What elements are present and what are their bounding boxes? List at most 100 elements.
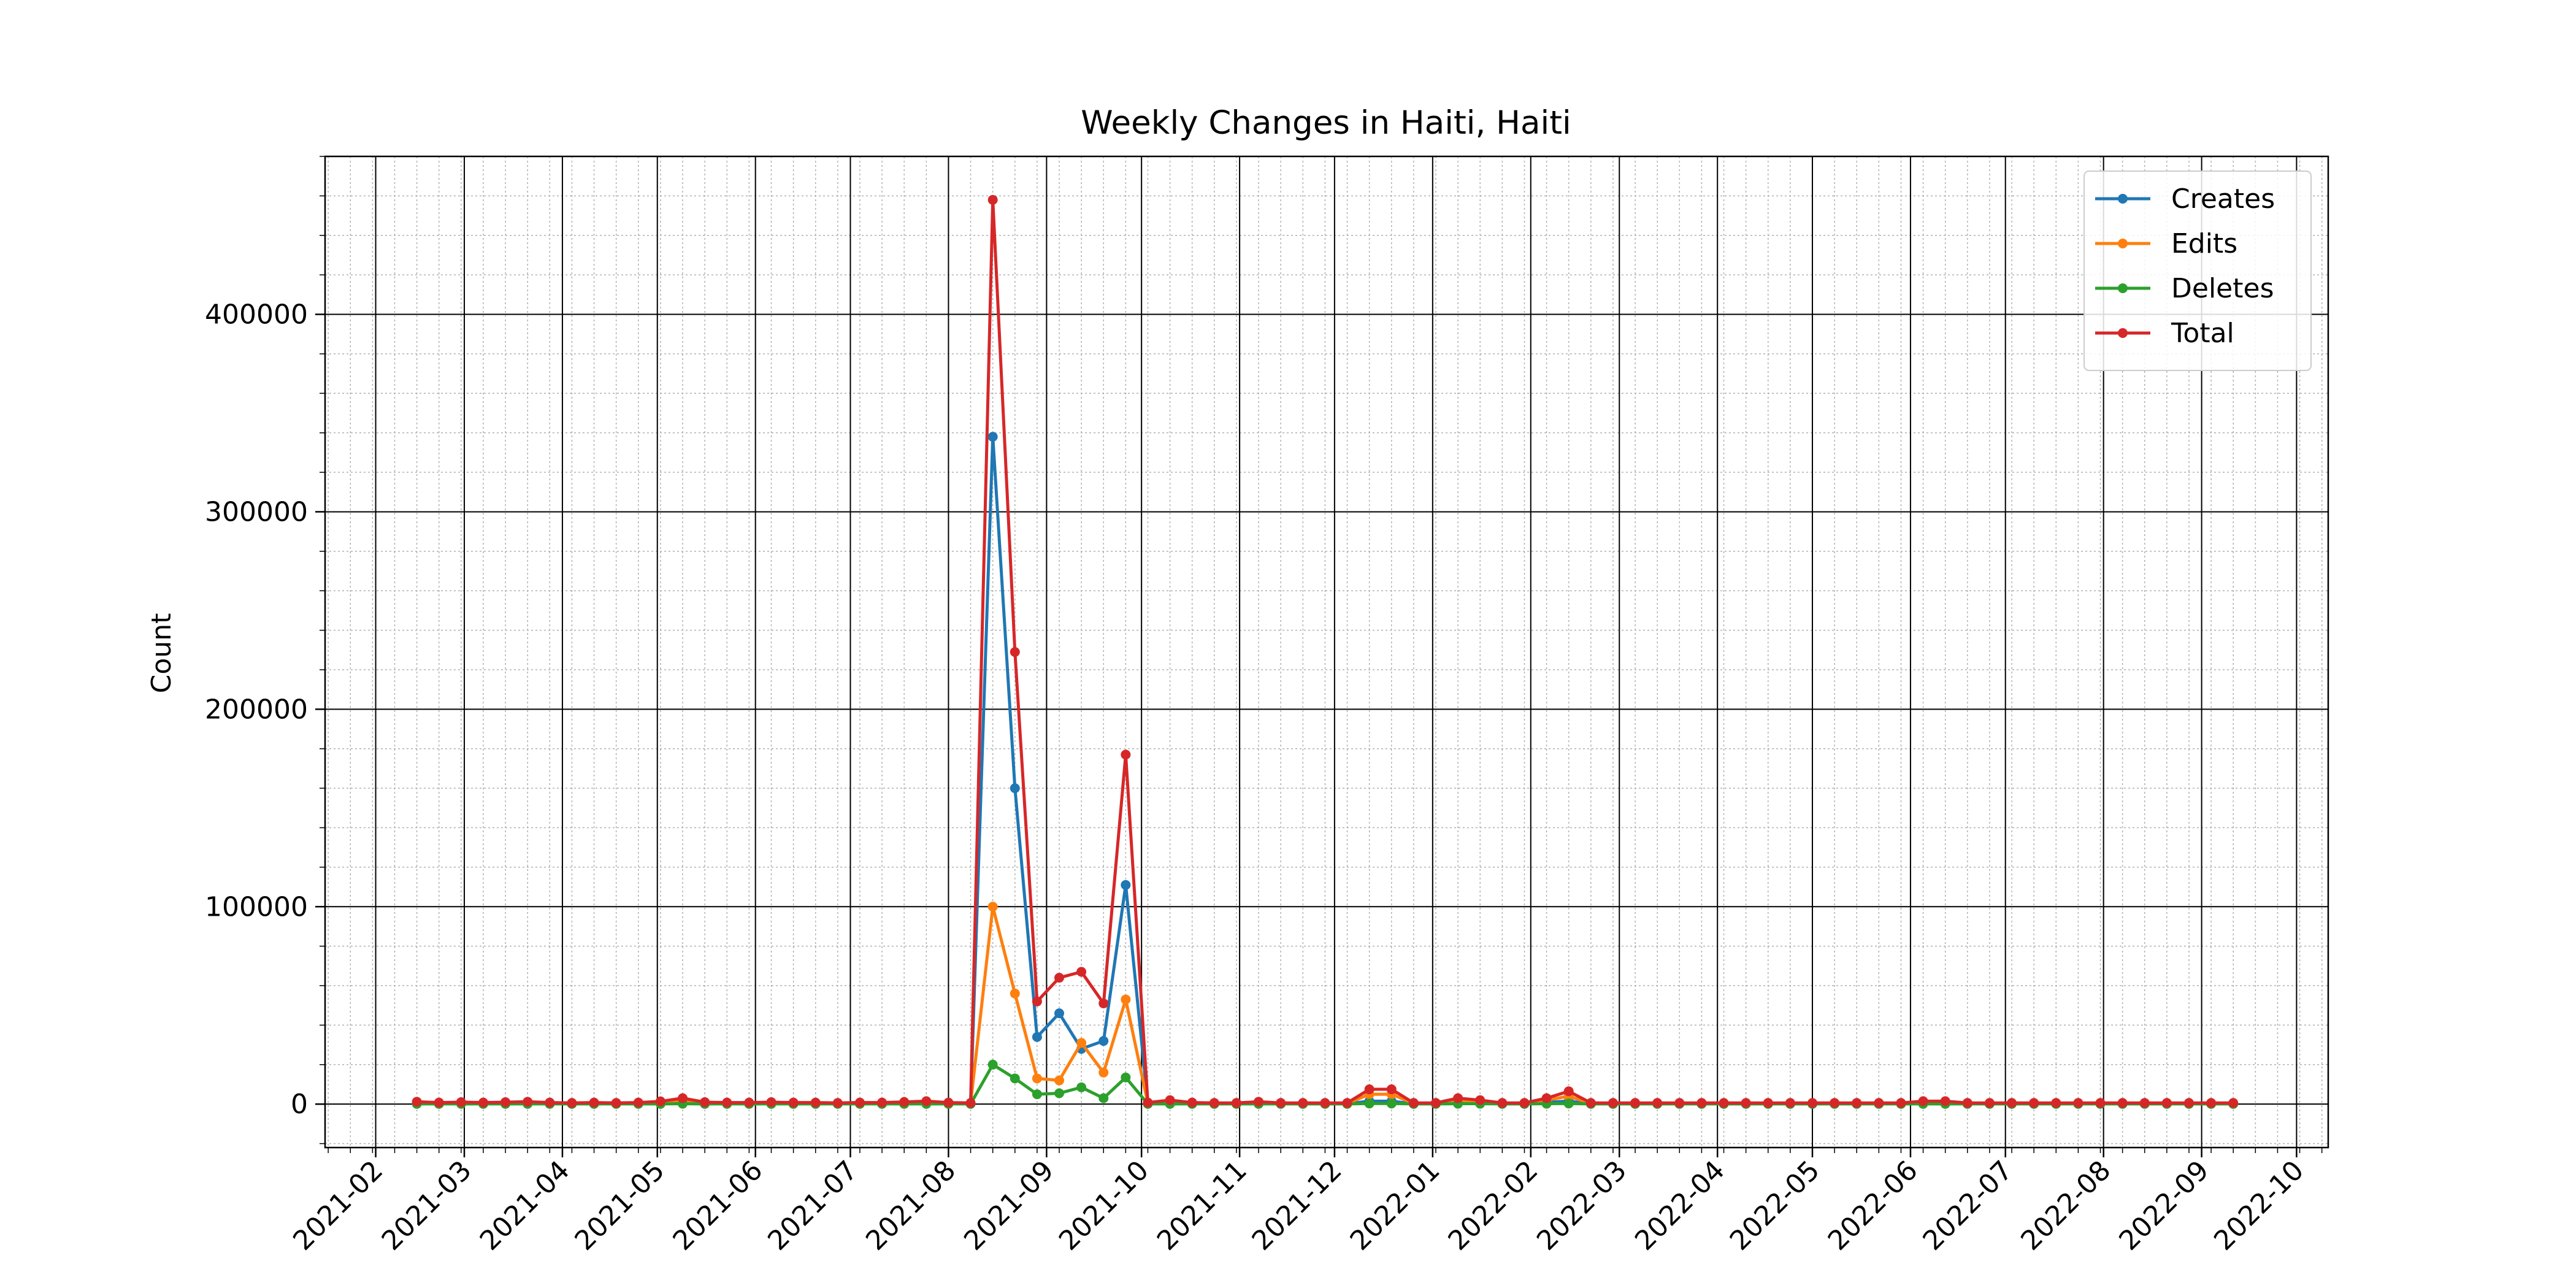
data-point xyxy=(1431,1098,1441,1108)
data-point xyxy=(1519,1098,1530,1108)
y-tick-label: 200000 xyxy=(205,694,308,725)
data-point xyxy=(1121,880,1131,890)
legend-marker xyxy=(2118,194,2128,204)
x-tick-label: 2021-04 xyxy=(474,1155,576,1257)
data-point xyxy=(987,432,998,442)
major-grid xyxy=(325,156,2328,1148)
data-point xyxy=(722,1097,732,1108)
plot-frame xyxy=(324,155,2329,1149)
data-point xyxy=(1276,1098,1286,1108)
x-tick-label: 2021-06 xyxy=(667,1155,769,1257)
y-tick-label: 0 xyxy=(291,1089,308,1120)
data-point xyxy=(523,1097,533,1107)
data-point xyxy=(1364,1084,1374,1095)
data-point xyxy=(1830,1098,1840,1108)
data-point xyxy=(766,1097,776,1107)
legend-label: Deletes xyxy=(2171,273,2274,304)
data-point xyxy=(1032,996,1042,1006)
series-edits xyxy=(412,902,2239,1109)
data-point xyxy=(633,1097,643,1108)
legend-item-edits: Edits xyxy=(2095,228,2237,259)
data-point xyxy=(1696,1098,1707,1108)
data-point xyxy=(1918,1096,1928,1106)
data-point xyxy=(2183,1098,2194,1108)
data-point xyxy=(678,1093,688,1103)
data-point xyxy=(434,1097,444,1108)
data-point xyxy=(2206,1098,2217,1108)
y-axis: 0 100000 200000 300000 400000 xyxy=(205,156,325,1144)
data-point xyxy=(1408,1098,1419,1108)
data-point xyxy=(1563,1086,1574,1097)
data-point xyxy=(1541,1093,1552,1103)
data-point xyxy=(1962,1098,1972,1108)
data-point xyxy=(1298,1098,1308,1108)
data-point xyxy=(1098,999,1109,1009)
data-point xyxy=(1165,1095,1175,1105)
data-point xyxy=(1209,1098,1219,1108)
y-axis-label: Count xyxy=(146,613,177,694)
data-point xyxy=(1563,1098,1574,1109)
x-tick-label: 2021-09 xyxy=(958,1155,1060,1257)
legend-label: Total xyxy=(2171,318,2234,349)
data-point xyxy=(545,1097,555,1108)
data-point xyxy=(1054,1075,1065,1086)
data-point xyxy=(854,1097,865,1108)
data-point xyxy=(1076,1038,1087,1048)
data-point xyxy=(2007,1098,2017,1108)
data-point xyxy=(1364,1098,1374,1109)
x-tick-label: 2022-03 xyxy=(1531,1155,1633,1257)
data-point xyxy=(987,1059,998,1070)
data-point xyxy=(1741,1098,1751,1108)
data-point xyxy=(589,1097,599,1108)
data-point xyxy=(1032,1032,1042,1042)
x-tick-label: 2021-08 xyxy=(860,1155,962,1257)
data-point xyxy=(700,1097,710,1107)
data-point xyxy=(412,1097,422,1107)
data-point xyxy=(1896,1098,1906,1108)
data-point xyxy=(478,1097,488,1108)
x-tick-label: 2022-09 xyxy=(2113,1155,2215,1257)
data-point xyxy=(943,1097,954,1108)
data-point xyxy=(500,1097,511,1107)
x-tick-label: 2021-05 xyxy=(569,1155,670,1257)
data-point xyxy=(1032,1073,1042,1084)
data-point xyxy=(1098,1093,1109,1103)
legend: Creates Edits Deletes Total xyxy=(2083,171,2312,371)
data-point xyxy=(655,1096,665,1106)
x-tick-label: 2021-11 xyxy=(1151,1155,1253,1257)
data-point xyxy=(1497,1098,1508,1108)
data-point xyxy=(1054,973,1065,983)
y-tick-label: 100000 xyxy=(205,891,308,922)
data-point xyxy=(1076,967,1087,977)
data-point xyxy=(1143,1097,1153,1108)
data-point xyxy=(1098,1036,1109,1046)
series-total xyxy=(412,194,2239,1108)
data-point xyxy=(2161,1098,2172,1108)
data-point xyxy=(1807,1098,1817,1108)
x-tick-label: 2022-05 xyxy=(1724,1155,1826,1257)
y-tick-label: 300000 xyxy=(205,496,308,527)
data-point xyxy=(1630,1098,1641,1108)
data-point xyxy=(1763,1098,1773,1108)
data-point xyxy=(1674,1098,1685,1108)
data-point xyxy=(1585,1098,1596,1108)
data-point xyxy=(1032,1089,1042,1100)
series-layer xyxy=(412,194,2239,1109)
data-point xyxy=(987,902,998,912)
data-point xyxy=(1010,988,1020,999)
data-point xyxy=(987,194,998,205)
data-point xyxy=(1608,1098,1618,1108)
data-point xyxy=(611,1098,621,1108)
x-tick-label: 2022-06 xyxy=(1822,1155,1924,1257)
data-point xyxy=(1254,1097,1264,1107)
x-axis: 2021-022021-032021-042021-052021-062021-… xyxy=(287,1148,2323,1257)
data-point xyxy=(1187,1097,1197,1108)
x-tick-label: 2022-04 xyxy=(1629,1155,1731,1257)
legend-marker xyxy=(2118,328,2128,338)
x-tick-label: 2021-03 xyxy=(376,1155,478,1257)
data-point xyxy=(2228,1098,2239,1108)
x-tick-label: 2022-10 xyxy=(2208,1155,2310,1257)
data-point xyxy=(456,1097,466,1107)
data-point xyxy=(788,1097,799,1108)
